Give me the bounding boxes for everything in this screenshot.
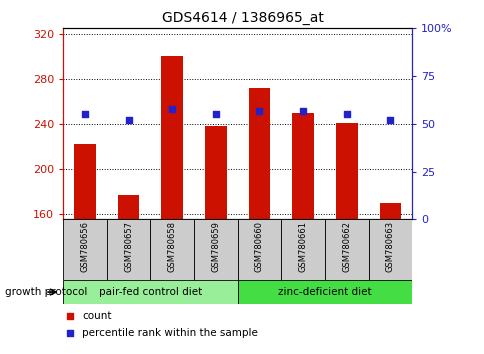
- Bar: [378, 202, 400, 219]
- Bar: [194, 219, 237, 280]
- Bar: [324, 219, 368, 280]
- Text: GSM780659: GSM780659: [211, 221, 220, 272]
- Point: [66, 313, 74, 319]
- Point: [342, 112, 350, 117]
- Text: percentile rank within the sample: percentile rank within the sample: [82, 329, 257, 338]
- Bar: [237, 219, 281, 280]
- Text: GSM780657: GSM780657: [124, 221, 133, 272]
- Text: growth protocol: growth protocol: [5, 287, 87, 297]
- Point: [124, 117, 132, 123]
- Text: count: count: [82, 311, 111, 321]
- Point: [386, 117, 393, 123]
- Bar: [204, 126, 226, 219]
- Bar: [74, 144, 95, 219]
- Point: [255, 108, 263, 113]
- Bar: [335, 123, 357, 219]
- Text: pair-fed control diet: pair-fed control diet: [99, 287, 201, 297]
- Text: GSM780658: GSM780658: [167, 221, 176, 272]
- Text: GSM780661: GSM780661: [298, 221, 307, 272]
- Bar: [248, 88, 270, 219]
- Text: GSM780656: GSM780656: [80, 221, 89, 272]
- Text: GDS4614 / 1386965_at: GDS4614 / 1386965_at: [161, 11, 323, 25]
- Text: GSM780660: GSM780660: [255, 221, 263, 272]
- Bar: [106, 219, 150, 280]
- Text: GSM780662: GSM780662: [342, 221, 350, 272]
- Point: [66, 331, 74, 336]
- Point: [168, 106, 176, 112]
- Bar: [368, 219, 411, 280]
- Bar: [291, 113, 313, 219]
- Bar: [117, 195, 139, 219]
- Point: [299, 108, 306, 113]
- Text: GSM780663: GSM780663: [385, 221, 394, 273]
- Bar: [63, 280, 237, 304]
- Bar: [281, 219, 324, 280]
- Bar: [161, 56, 182, 219]
- Bar: [237, 280, 411, 304]
- Bar: [150, 219, 194, 280]
- Text: zinc-deficient diet: zinc-deficient diet: [277, 287, 371, 297]
- Point: [81, 112, 89, 117]
- Bar: [63, 219, 106, 280]
- Point: [212, 112, 219, 117]
